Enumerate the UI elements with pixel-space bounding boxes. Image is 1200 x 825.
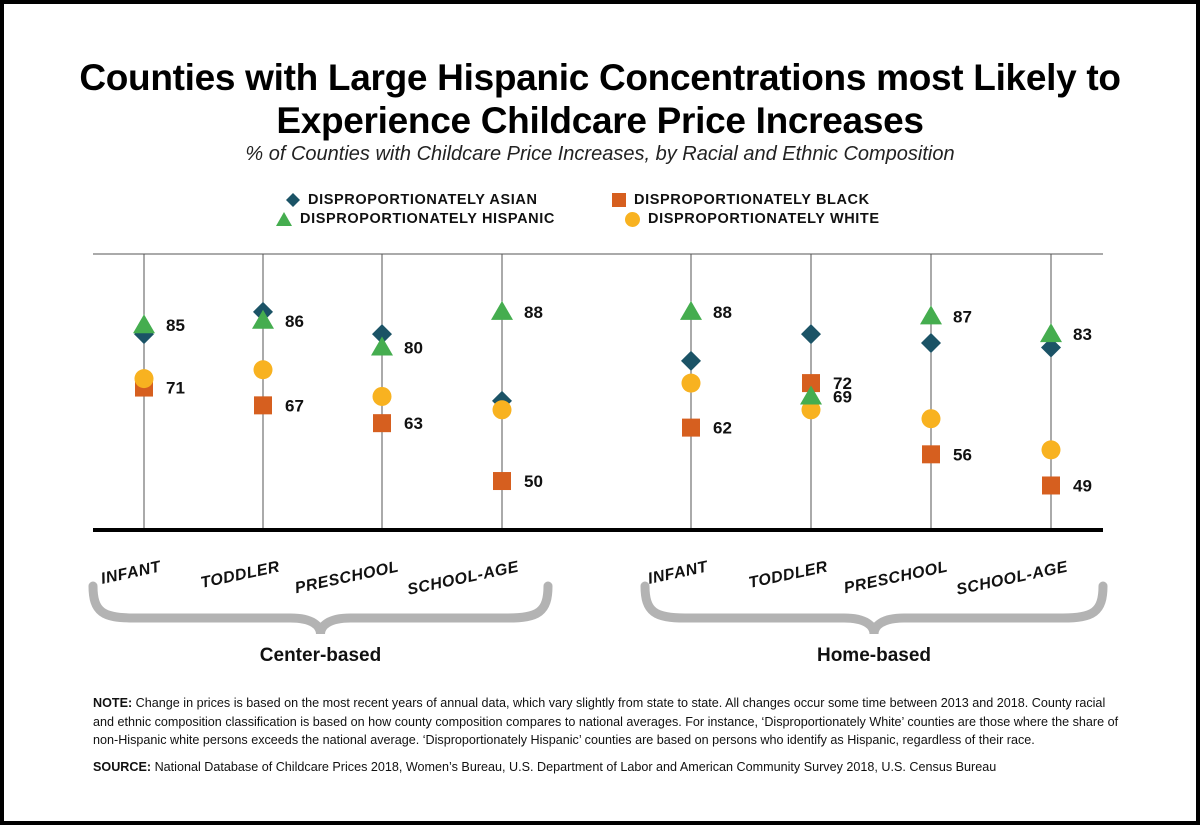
x-tick-label: PRESCHOOL	[293, 559, 400, 598]
diamond-marker	[801, 324, 821, 345]
square-marker	[802, 374, 820, 393]
square-marker	[493, 472, 511, 491]
source-label: SOURCE:	[93, 759, 152, 774]
legend-label: DISPROPORTIONATELY HISPANIC	[300, 211, 555, 227]
legend-item-black: DISPROPORTIONATELY BLACK	[612, 192, 870, 208]
circle-marker	[801, 400, 821, 420]
data-label: 88	[713, 303, 732, 322]
data-label: 85	[166, 316, 185, 335]
circle-marker	[1041, 440, 1061, 460]
x-tick-label: SCHOOL-AGE	[406, 558, 521, 598]
circle-marker	[372, 386, 392, 406]
circle-marker	[253, 360, 273, 380]
data-label: 83	[1073, 325, 1092, 344]
group-label: Home-based	[817, 645, 931, 666]
triangle-marker	[800, 385, 822, 405]
diamond-marker	[1041, 337, 1061, 358]
chart-title: Counties with Large Hispanic Concentrati…	[79, 57, 1121, 141]
x-tick-label: PRESCHOOL	[842, 559, 949, 598]
triangle-icon	[276, 212, 292, 226]
data-label: 88	[524, 303, 543, 322]
data-label: 69	[833, 387, 852, 406]
data-label: 49	[1073, 476, 1092, 495]
x-tick-label: INFANT	[99, 558, 163, 587]
triangle-marker	[491, 300, 513, 320]
diamond-icon	[286, 193, 300, 207]
circle-marker	[921, 409, 941, 429]
source-text: National Database of Childcare Prices 20…	[151, 759, 997, 774]
legend-label: DISPROPORTIONATELY ASIAN	[308, 192, 538, 208]
triangle-marker	[133, 314, 155, 334]
data-label: 87	[953, 307, 972, 326]
circle-marker	[492, 400, 512, 420]
triangle-marker	[252, 309, 274, 329]
legend-label: DISPROPORTIONATELY WHITE	[648, 211, 880, 227]
square-marker	[254, 396, 272, 415]
data-label: 50	[524, 472, 543, 491]
data-label: 86	[285, 312, 304, 331]
x-tick-label: SCHOOL-AGE	[955, 558, 1070, 598]
x-tick-label: INFANT	[646, 558, 710, 587]
note-label: NOTE:	[93, 696, 133, 710]
data-label: 80	[404, 338, 423, 357]
triangle-marker	[371, 336, 393, 356]
diamond-marker	[372, 324, 392, 345]
data-label: 72	[833, 374, 852, 393]
triangle-marker	[920, 305, 942, 325]
square-marker	[682, 418, 700, 437]
diamond-marker	[921, 333, 941, 354]
group-brace	[640, 581, 1108, 635]
group-brace	[88, 581, 553, 635]
note-text: Change in prices is based on the most re…	[93, 696, 1119, 747]
square-marker	[373, 414, 391, 433]
legend-item-hispanic: DISPROPORTIONATELY HISPANIC	[276, 211, 555, 227]
circle-icon	[625, 211, 640, 227]
circle-marker	[681, 373, 701, 393]
group-label: Center-based	[260, 645, 381, 666]
data-label: 62	[713, 419, 732, 438]
chart-subtitle: % of Counties with Childcare Price Incre…	[245, 143, 955, 165]
data-label: 63	[404, 414, 423, 433]
legend-label: DISPROPORTIONATELY BLACK	[634, 192, 870, 208]
data-label: 67	[285, 396, 304, 415]
legend-item-white: DISPROPORTIONATELY WHITE	[625, 211, 880, 227]
circle-marker	[134, 369, 154, 389]
legend-item-asian: DISPROPORTIONATELY ASIAN	[286, 192, 538, 208]
x-tick-label: TODDLER	[199, 559, 281, 592]
triangle-marker	[1040, 323, 1062, 343]
note-paragraph: NOTE: Change in prices is based on the m…	[93, 694, 1123, 750]
data-label: 56	[953, 445, 972, 464]
square-icon	[612, 193, 626, 207]
data-label: 71	[166, 379, 185, 398]
diamond-marker	[681, 350, 701, 371]
source-paragraph: SOURCE: National Database of Childcare P…	[93, 758, 1123, 777]
square-marker	[922, 445, 940, 464]
x-tick-label: TODDLER	[747, 559, 829, 592]
triangle-marker	[680, 300, 702, 320]
notes: NOTE: Change in prices is based on the m…	[93, 694, 1123, 776]
square-marker	[1042, 476, 1060, 495]
